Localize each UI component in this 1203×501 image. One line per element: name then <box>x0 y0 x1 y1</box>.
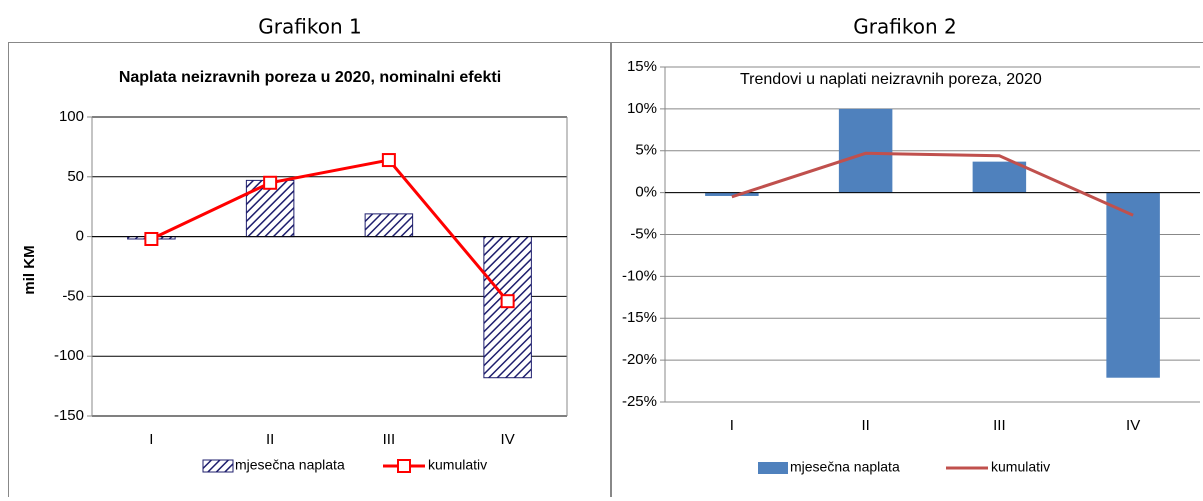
y-tick-label: 0% <box>635 184 657 201</box>
y-tick-label: 50 <box>67 168 84 185</box>
x-tick-label: III <box>993 417 1006 434</box>
y-tick-label: -20% <box>622 351 657 368</box>
y-tick-label: -15% <box>622 309 657 326</box>
legend-label: kumulativ <box>991 459 1050 475</box>
bar <box>365 214 413 237</box>
chart-caption: Grafikon 1 <box>258 15 361 39</box>
legend-label: kumulativ <box>428 457 487 473</box>
line-marker <box>264 177 276 189</box>
y-tick-label: -10% <box>622 267 657 284</box>
x-tick-label: IV <box>501 431 515 448</box>
y-tick-label: 10% <box>627 100 657 117</box>
y-tick-label: -50 <box>62 287 84 304</box>
x-tick-label: II <box>266 431 274 448</box>
line-marker <box>383 154 395 166</box>
x-tick-label: IV <box>1126 417 1140 434</box>
legend-swatch <box>758 462 788 474</box>
y-tick-label: 100 <box>59 108 84 125</box>
x-tick-label: I <box>730 417 734 434</box>
x-tick-label: I <box>149 431 153 448</box>
chart-caption: Grafikon 2 <box>853 15 956 39</box>
bar <box>1106 193 1160 378</box>
legend-label: mjesečna naplata <box>790 459 900 475</box>
y-tick-label: -100 <box>54 347 84 364</box>
y-tick-label: -150 <box>54 407 84 424</box>
x-tick-label: II <box>861 417 869 434</box>
legend-marker <box>398 460 410 472</box>
y-tick-label: 5% <box>635 142 657 159</box>
bar <box>839 109 893 193</box>
x-tick-label: III <box>383 431 396 448</box>
legend-label: mjesečna naplata <box>235 457 345 473</box>
line <box>732 153 1133 215</box>
bar <box>973 162 1027 193</box>
legend-swatch <box>203 460 233 472</box>
y-axis-label: mil KM <box>21 245 38 294</box>
line-marker <box>145 233 157 245</box>
y-tick-label: 0 <box>76 228 84 245</box>
y-tick-label: -5% <box>630 225 657 242</box>
y-tick-label: 15% <box>627 58 657 75</box>
chart-title: Trendovi u naplati neizravnih poreza, 20… <box>740 71 1042 88</box>
line-marker <box>502 295 514 307</box>
chart-title: Naplata neizravnih poreza u 2020, nomina… <box>119 69 501 86</box>
line <box>151 160 507 301</box>
y-tick-label: -25% <box>622 393 657 410</box>
